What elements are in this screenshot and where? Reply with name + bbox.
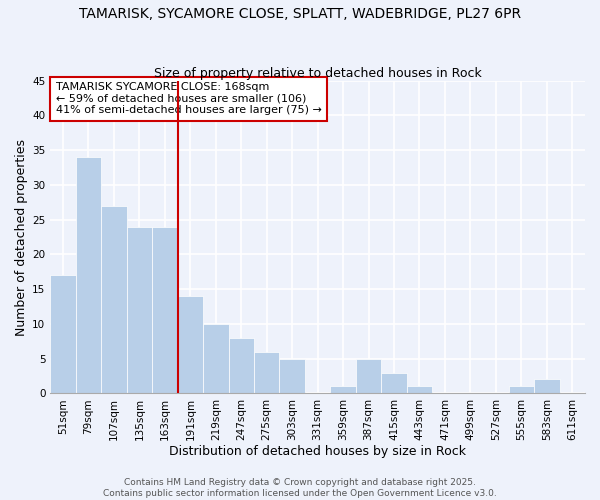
Bar [254,352,280,394]
X-axis label: Distribution of detached houses by size in Rock: Distribution of detached houses by size … [169,444,466,458]
Y-axis label: Number of detached properties: Number of detached properties [15,138,28,336]
Bar [509,386,534,394]
Text: TAMARISK, SYCAMORE CLOSE, SPLATT, WADEBRIDGE, PL27 6PR: TAMARISK, SYCAMORE CLOSE, SPLATT, WADEBR… [79,8,521,22]
Bar [203,324,229,394]
Bar [178,296,203,394]
Bar [229,338,254,394]
Bar [76,157,101,394]
Bar [127,226,152,394]
Bar [331,386,356,394]
Bar [407,386,432,394]
Bar [534,380,560,394]
Bar [50,275,76,394]
Text: TAMARISK SYCAMORE CLOSE: 168sqm
← 59% of detached houses are smaller (106)
41% o: TAMARISK SYCAMORE CLOSE: 168sqm ← 59% of… [56,82,322,116]
Bar [280,358,305,394]
Bar [381,372,407,394]
Bar [152,226,178,394]
Bar [356,358,381,394]
Bar [101,206,127,394]
Text: Contains HM Land Registry data © Crown copyright and database right 2025.
Contai: Contains HM Land Registry data © Crown c… [103,478,497,498]
Title: Size of property relative to detached houses in Rock: Size of property relative to detached ho… [154,66,482,80]
